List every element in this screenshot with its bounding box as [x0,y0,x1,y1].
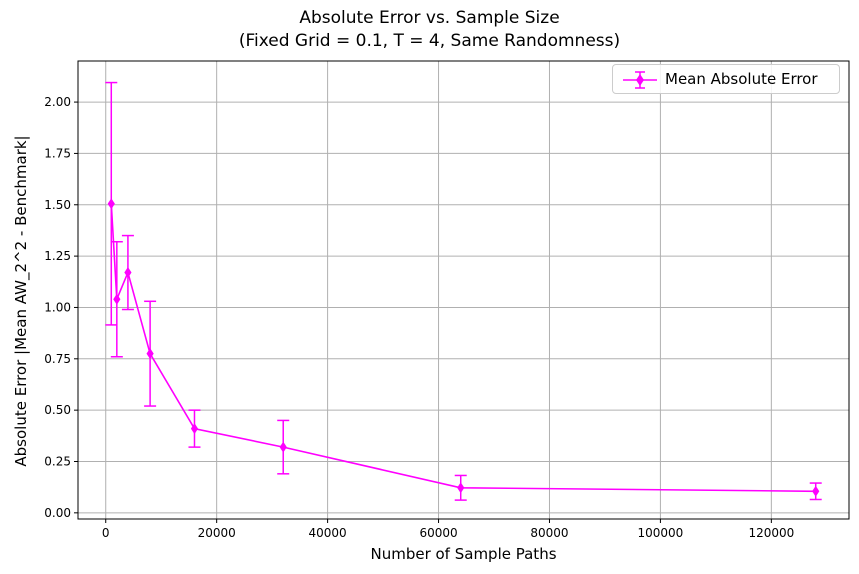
x-axis-label: Number of Sample Paths [370,545,557,563]
data-point-marker [457,482,465,494]
legend-marker-icon [623,71,657,89]
x-tick-label: 100000 [638,526,684,540]
plot-frame [77,60,850,520]
y-tick-label: 0.50 [44,403,71,417]
chart-title: Absolute Error vs. Sample Size [299,8,560,28]
series-line-group [110,203,816,493]
y-tick-label: 0.00 [44,506,71,520]
y-tick-label: 1.50 [44,198,71,212]
data-point-marker [190,423,199,435]
data-point-marker [812,485,820,497]
data-markers [107,198,820,497]
x-tick-label: 120000 [748,526,794,540]
chart-subtitle: (Fixed Grid = 0.1, T = 4, Same Randomnes… [238,31,621,51]
y-axis-label: Absolute Error |Mean AW_2^2 - Benchmark| [12,135,30,467]
x-tick-label: 60000 [419,526,457,540]
data-point-marker [124,267,132,279]
data-point-marker [113,293,121,305]
data-point-marker [146,348,154,360]
y-tick-label: 1.75 [44,146,71,160]
x-tick-label: 0 [102,526,110,540]
grid-lines [78,61,849,519]
x-tick-label: 80000 [530,526,568,540]
x-tick-label: 40000 [309,526,347,540]
data-point-marker [107,198,115,210]
series-line [110,203,816,493]
x-axis-ticks: 0 20000 40000 60000 80000 100000 120000 [102,519,794,540]
x-tick-label: 20000 [198,526,236,540]
data-point-marker [279,441,287,453]
error-bars [105,81,822,501]
legend-label: Mean Absolute Error [665,70,818,88]
y-tick-label: 2.00 [44,95,71,109]
y-tick-label: 0.75 [44,352,71,366]
y-axis-ticks: 0.00 0.25 0.50 0.75 1.00 1.25 1.50 1.75 2.00 [44,95,78,520]
y-tick-label: 1.25 [44,249,71,263]
legend: Mean Absolute Error [612,64,840,94]
y-tick-label: 1.00 [44,300,71,314]
y-tick-label: 0.25 [44,454,71,468]
